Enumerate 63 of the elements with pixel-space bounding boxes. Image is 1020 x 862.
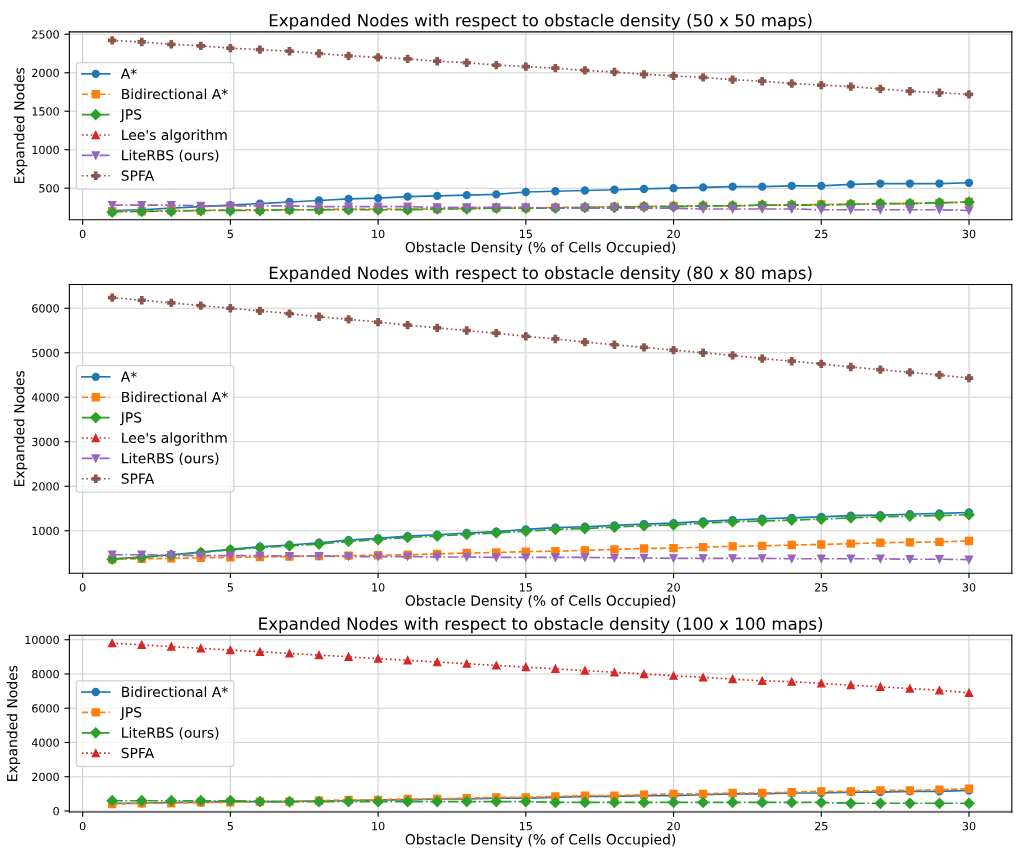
y-tick-label: 4000 — [31, 393, 59, 402]
legend-label: SPFA — [121, 747, 155, 759]
legend-label: Bidirectional A* — [122, 391, 228, 403]
y-tick-label: 6000 — [32, 304, 59, 313]
x-axis-title: Obstacle Density (% of Cells Occupied) — [405, 833, 676, 848]
x-tick-label: 0 — [79, 821, 86, 831]
x-tick-label: 30 — [962, 229, 976, 239]
y-tick-label: 2000 — [32, 68, 59, 78]
legend-label: Lee's algorithm — [122, 432, 227, 446]
legend-label: SPFA — [121, 170, 155, 181]
chart-title: Expanded Nodes with respect to obstacle density (80 x 80 maps) — [269, 266, 812, 283]
x-tick-label: 15 — [519, 229, 532, 239]
x-tick-label: 20 — [667, 229, 680, 239]
legend-label: LiteRBS (ours) — [122, 149, 219, 163]
y-axis-title: Expanded Nodes — [6, 665, 21, 781]
legend-label: A* — [120, 68, 137, 79]
y-tick-label: 3000 — [32, 437, 59, 447]
x-tick-label: 30 — [962, 583, 976, 592]
x-tick-label: 25 — [815, 821, 828, 831]
legend-label: JPS — [120, 706, 142, 721]
legend-label: Lee's algorithm — [122, 129, 227, 143]
x-tick-label: 10 — [372, 229, 385, 239]
y-tick-label: 2000 — [32, 482, 59, 491]
legend-label: Bidirectional A* — [122, 88, 228, 100]
y-tick-label: 1000 — [32, 145, 59, 155]
y-tick-label: 0 — [53, 806, 59, 816]
x-tick-label: 15 — [519, 583, 532, 592]
x-tick-label: 20 — [667, 583, 680, 592]
y-tick-label: 500 — [39, 184, 59, 193]
x-tick-label: 0 — [79, 583, 86, 592]
x-tick-label: 30 — [962, 821, 976, 831]
legend-label: JPS — [120, 412, 142, 426]
y-tick-label: 1500 — [32, 107, 59, 116]
x-axis-title: Obstacle Density (% of Cells Occupied) — [405, 595, 676, 609]
x-tick-label: 10 — [372, 583, 385, 592]
x-tick-label: 5 — [227, 583, 233, 592]
x-tick-label: 20 — [667, 821, 680, 831]
legend-label: LiteRBS (ours) — [122, 452, 219, 466]
x-tick-label: 5 — [227, 229, 233, 239]
y-tick-label: 4000 — [31, 738, 59, 747]
y-tick-label: 6000 — [32, 704, 59, 713]
x-axis-title: Obstacle Density (% of Cells Occupied) — [405, 241, 676, 256]
y-tick-label: 10000 — [25, 635, 59, 645]
x-tick-label: 5 — [227, 822, 233, 831]
chart-title: Expanded Nodes with respect to obstacle density (100 x 100 maps) — [259, 617, 823, 634]
x-tick-label: 25 — [815, 229, 828, 239]
y-axis-title: Expanded Nodes — [13, 67, 28, 184]
y-tick-label: 2500 — [32, 30, 59, 39]
y-tick-label: 5000 — [32, 348, 59, 358]
x-tick-label: 0 — [79, 229, 86, 239]
x-tick-label: 25 — [815, 583, 828, 592]
legend-label: A* — [120, 371, 137, 382]
chart-title: Expanded Nodes with respect to obstacle density (50 x 50 maps) — [269, 13, 812, 30]
y-axis-title: Expanded Nodes — [13, 370, 28, 487]
legend-label: LiteRBS (ours) — [122, 727, 219, 740]
x-tick-label: 10 — [372, 821, 385, 831]
legend-label: Bidirectional A* — [122, 686, 228, 698]
x-tick-label: 15 — [519, 822, 532, 831]
legend-label: SPFA — [121, 473, 155, 484]
legend-label: JPS — [120, 109, 142, 123]
y-tick-label: 2000 — [32, 772, 59, 782]
y-tick-label: 1000 — [32, 526, 59, 536]
y-tick-label: 8000 — [32, 669, 59, 679]
